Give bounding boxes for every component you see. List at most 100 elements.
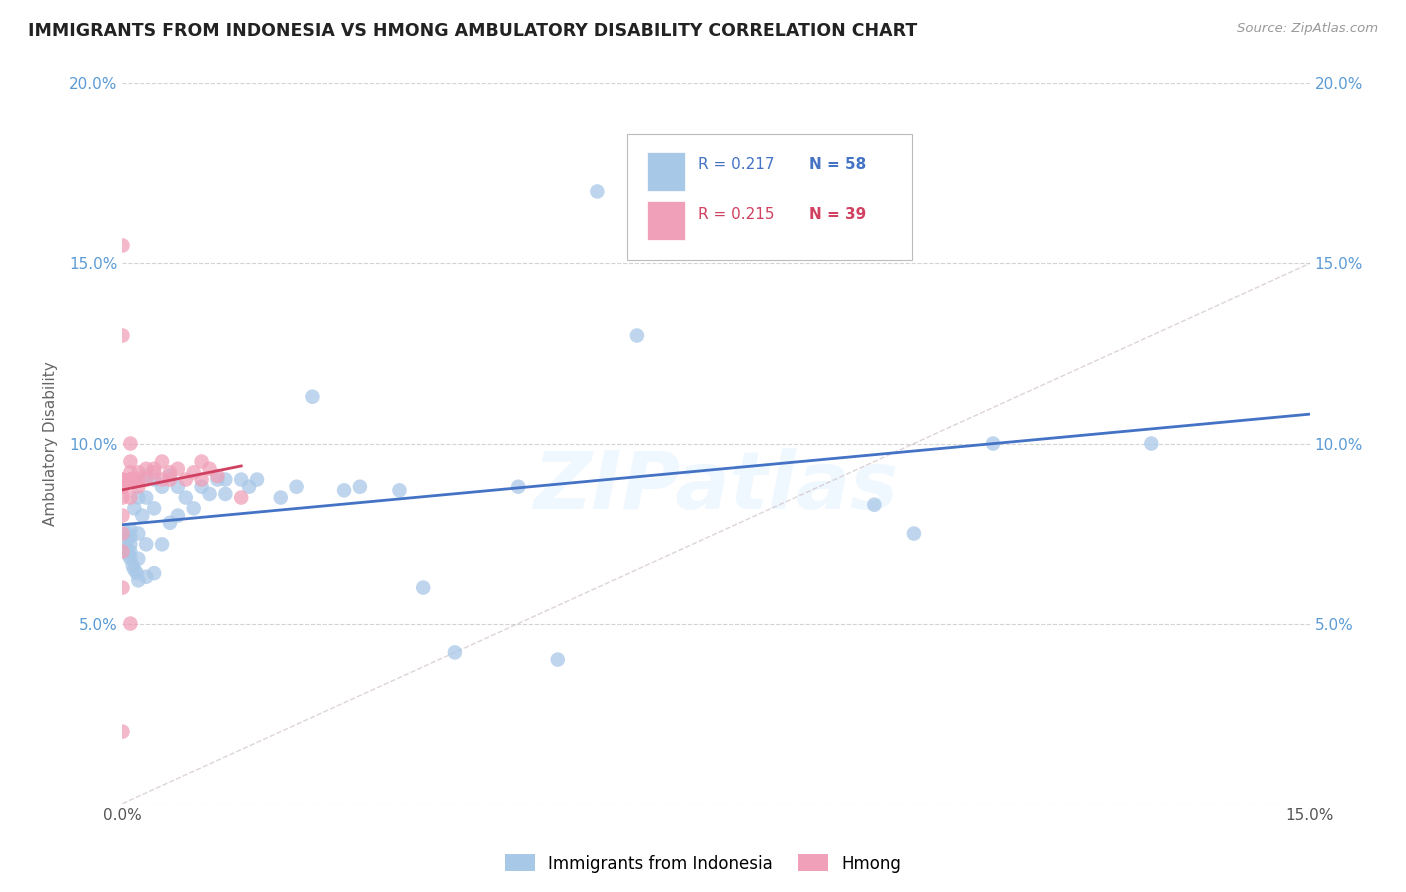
- Point: [135, 491, 157, 505]
- Point: [117, 544, 139, 558]
- Point: [246, 473, 269, 487]
- Point: [118, 548, 141, 562]
- Point: [127, 551, 149, 566]
- Point: [121, 558, 143, 573]
- Point: [198, 461, 221, 475]
- Point: [120, 473, 142, 487]
- Point: [183, 501, 205, 516]
- Point: [111, 480, 134, 494]
- Point: [444, 645, 467, 659]
- Point: [190, 480, 212, 494]
- Point: [127, 473, 149, 487]
- Text: R = 0.215: R = 0.215: [699, 207, 775, 222]
- Point: [285, 480, 308, 494]
- Point: [120, 466, 142, 480]
- Bar: [647, 201, 685, 241]
- Point: [333, 483, 356, 498]
- Point: [174, 473, 197, 487]
- Point: [111, 328, 134, 343]
- Point: [111, 473, 134, 487]
- Point: [120, 544, 142, 558]
- Point: [159, 516, 181, 530]
- Point: [214, 487, 236, 501]
- Text: N = 39: N = 39: [808, 207, 866, 222]
- Point: [124, 563, 146, 577]
- Point: [120, 454, 142, 468]
- Point: [412, 581, 434, 595]
- Point: [111, 480, 134, 494]
- Point: [167, 508, 190, 523]
- Point: [111, 526, 134, 541]
- Point: [903, 526, 925, 541]
- Point: [115, 526, 138, 541]
- Point: [190, 473, 212, 487]
- Point: [111, 491, 134, 505]
- Point: [143, 466, 166, 480]
- Point: [349, 480, 371, 494]
- Point: [207, 469, 229, 483]
- Point: [586, 185, 609, 199]
- Point: [124, 473, 146, 487]
- FancyBboxPatch shape: [627, 134, 912, 260]
- Point: [135, 461, 157, 475]
- Point: [150, 537, 173, 551]
- Text: IMMIGRANTS FROM INDONESIA VS HMONG AMBULATORY DISABILITY CORRELATION CHART: IMMIGRANTS FROM INDONESIA VS HMONG AMBUL…: [28, 22, 917, 40]
- Point: [115, 541, 138, 555]
- Point: [135, 570, 157, 584]
- Point: [198, 487, 221, 501]
- Point: [1140, 436, 1163, 450]
- Point: [127, 526, 149, 541]
- Point: [135, 537, 157, 551]
- Point: [127, 574, 149, 588]
- Point: [111, 508, 134, 523]
- Point: [159, 469, 181, 483]
- Point: [120, 537, 142, 551]
- Point: [127, 480, 149, 494]
- Point: [270, 491, 292, 505]
- Point: [508, 480, 530, 494]
- Text: Source: ZipAtlas.com: Source: ZipAtlas.com: [1237, 22, 1378, 36]
- Text: ZIPatlas: ZIPatlas: [533, 448, 898, 525]
- Point: [127, 491, 149, 505]
- Point: [150, 473, 173, 487]
- Point: [143, 501, 166, 516]
- Point: [115, 533, 138, 548]
- Point: [111, 238, 134, 252]
- Point: [120, 436, 142, 450]
- Point: [183, 466, 205, 480]
- Point: [150, 480, 173, 494]
- Point: [547, 652, 569, 666]
- Text: N = 58: N = 58: [808, 157, 866, 172]
- Point: [143, 473, 166, 487]
- Point: [207, 473, 229, 487]
- Point: [159, 473, 181, 487]
- Point: [111, 473, 134, 487]
- Point: [981, 436, 1004, 450]
- Text: R = 0.217: R = 0.217: [699, 157, 775, 172]
- Point: [125, 566, 148, 581]
- Bar: [647, 152, 685, 192]
- Point: [124, 501, 146, 516]
- Point: [135, 473, 157, 487]
- Point: [111, 544, 134, 558]
- Point: [120, 616, 142, 631]
- Point: [120, 530, 142, 544]
- Point: [120, 551, 142, 566]
- Point: [174, 491, 197, 505]
- Legend: Immigrants from Indonesia, Hmong: Immigrants from Indonesia, Hmong: [498, 847, 908, 880]
- Point: [120, 491, 142, 505]
- Point: [120, 473, 142, 487]
- Point: [127, 466, 149, 480]
- Point: [111, 581, 134, 595]
- Point: [143, 461, 166, 475]
- Point: [231, 491, 253, 505]
- Point: [190, 454, 212, 468]
- Point: [626, 328, 648, 343]
- Point: [131, 508, 153, 523]
- Point: [238, 480, 260, 494]
- Point: [167, 480, 190, 494]
- Point: [301, 390, 323, 404]
- Point: [159, 466, 181, 480]
- Point: [135, 469, 157, 483]
- Point: [167, 461, 190, 475]
